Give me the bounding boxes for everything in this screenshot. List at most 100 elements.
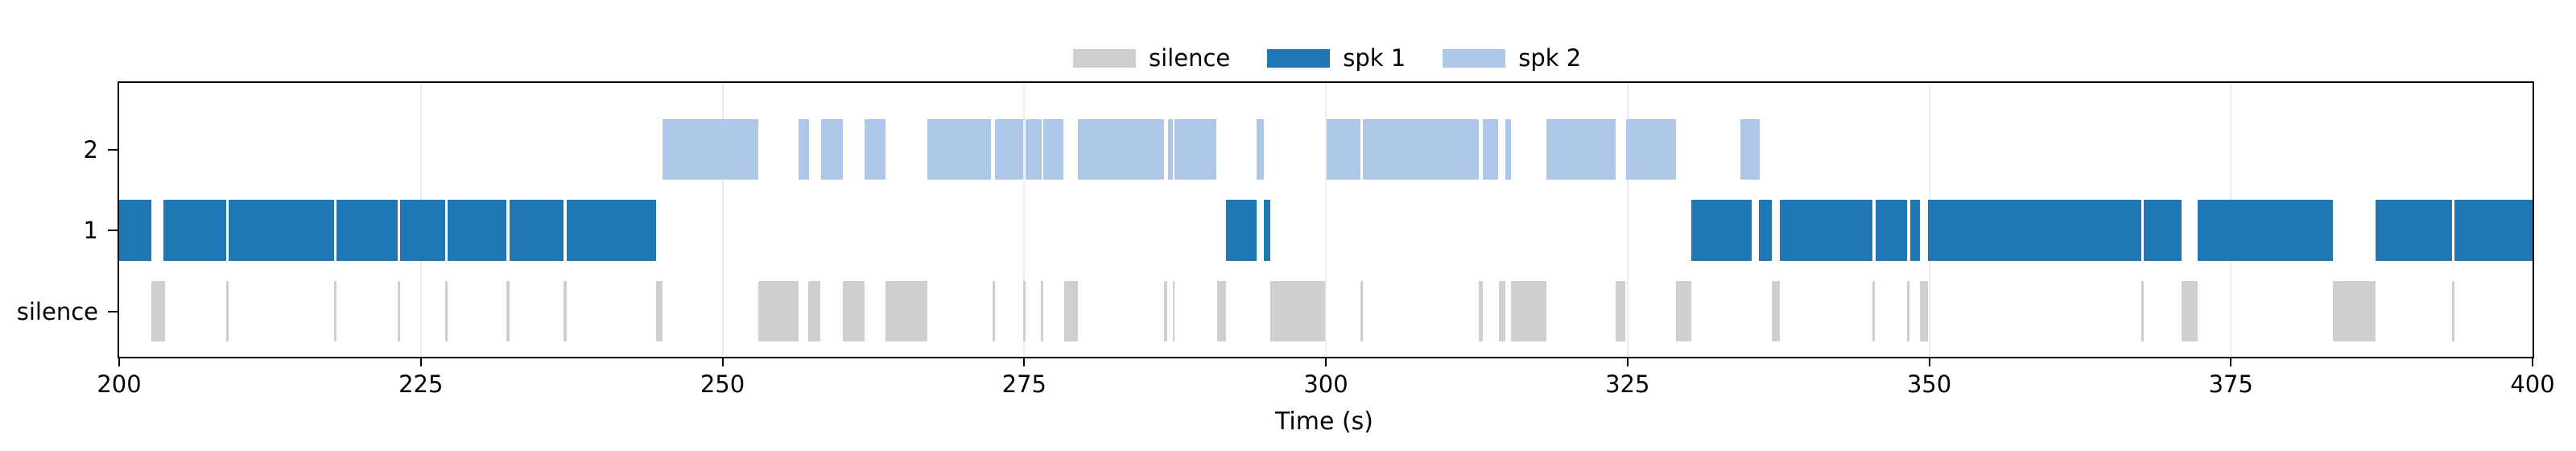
- segment-spk-2: [1077, 119, 1165, 180]
- segment-spk-2: [865, 119, 886, 180]
- segment-silence: [1022, 281, 1026, 341]
- x-tick-label-350: 350: [1906, 370, 1952, 398]
- y-tick-mark-2: [108, 148, 118, 151]
- segment-silence: [1906, 281, 1909, 341]
- segment-silence: [1676, 281, 1692, 341]
- legend-label: spk 2: [1518, 44, 1582, 72]
- segment-silence: [1872, 281, 1876, 341]
- x-tick-label-250: 250: [700, 370, 745, 398]
- segment-silence: [1172, 281, 1174, 341]
- segment-spk-1: [1759, 200, 1772, 261]
- x-tick-mark-300: [1325, 357, 1327, 366]
- segment-silence: [564, 281, 568, 341]
- x-tick-mark-400: [2532, 357, 2533, 366]
- segment-spk-1: [1909, 200, 1920, 261]
- segment-spk-2: [927, 119, 992, 180]
- segment-spk-2: [1327, 119, 1360, 180]
- legend-label: spk 1: [1343, 44, 1406, 72]
- segment-silence: [842, 281, 865, 341]
- x-tick-mark-250: [721, 357, 724, 366]
- segment-spk-1: [119, 200, 151, 261]
- segment-silence: [1615, 281, 1626, 341]
- x-tick-label-200: 200: [97, 370, 142, 398]
- segment-silence: [2332, 281, 2376, 341]
- segment-spk-2: [995, 119, 1023, 180]
- legend-label: silence: [1149, 44, 1231, 72]
- segment-spk-1: [448, 200, 507, 261]
- x-tick-label-225: 225: [398, 370, 444, 398]
- segment-silence: [1360, 281, 1363, 341]
- segment-spk-1: [1780, 200, 1873, 261]
- x-tick-label-400: 400: [2510, 370, 2555, 398]
- segment-silence: [1499, 281, 1505, 341]
- segment-silence: [2452, 281, 2454, 341]
- segment-spk-2: [1025, 119, 1042, 180]
- segment-silence: [1041, 281, 1044, 341]
- x-tick-label-325: 325: [1605, 370, 1650, 398]
- legend-swatch: [1443, 48, 1506, 68]
- segment-silence: [1919, 281, 1928, 341]
- legend: silence spk 1 spk 2: [1073, 44, 1618, 72]
- gridline-250: [721, 83, 724, 357]
- segment-silence: [397, 281, 401, 341]
- segment-spk-2: [1626, 119, 1677, 180]
- legend-item-spk-1: spk 1: [1267, 44, 1406, 72]
- segment-silence: [225, 281, 229, 341]
- gridline-300: [1325, 83, 1327, 357]
- legend-item-silence: silence: [1073, 44, 1231, 72]
- segment-silence: [656, 281, 663, 341]
- y-tick-mark-silence: [108, 310, 118, 312]
- segment-spk-1: [509, 200, 564, 261]
- segment-spk-1: [2376, 200, 2453, 261]
- segment-silence: [1164, 281, 1167, 341]
- segment-spk-2: [1740, 119, 1760, 180]
- x-tick-label-275: 275: [1001, 370, 1046, 398]
- legend-swatch: [1073, 48, 1136, 68]
- x-tick-mark-200: [118, 357, 120, 366]
- segment-spk-1: [336, 200, 398, 261]
- segment-spk-2: [1043, 119, 1063, 180]
- segment-silence: [444, 281, 448, 341]
- segment-silence: [758, 281, 799, 341]
- x-tick-label-375: 375: [2208, 370, 2253, 398]
- segment-spk-1: [1263, 200, 1271, 261]
- gridline-325: [1626, 83, 1629, 357]
- segment-spk-1: [1875, 200, 1907, 261]
- segment-silence: [1479, 281, 1483, 341]
- segment-spk-1: [2198, 200, 2333, 261]
- segment-spk-1: [1928, 200, 2142, 261]
- segment-silence: [506, 281, 510, 341]
- segment-silence: [151, 281, 165, 341]
- segment-silence: [1511, 281, 1546, 341]
- x-tick-mark-275: [1023, 357, 1026, 366]
- segment-spk-2: [1482, 119, 1499, 180]
- segment-silence: [885, 281, 927, 341]
- segment-spk-1: [400, 200, 445, 261]
- y-tick-label-1: 1: [83, 217, 98, 244]
- y-tick-label-2: 2: [83, 135, 98, 163]
- x-tick-mark-325: [1626, 357, 1629, 366]
- segment-spk-1: [163, 200, 226, 261]
- y-tick-label-silence: silence: [16, 297, 98, 325]
- segment-spk-1: [567, 200, 657, 261]
- x-axis-label: Time (s): [1275, 408, 1373, 436]
- segment-spk-2: [798, 119, 809, 180]
- segment-spk-2: [1546, 119, 1616, 180]
- segment-spk-1: [2143, 200, 2182, 261]
- segment-silence: [1217, 281, 1226, 341]
- segment-spk-2: [1362, 119, 1480, 180]
- segment-silence: [1063, 281, 1078, 341]
- x-tick-mark-225: [419, 357, 422, 366]
- segment-silence: [2141, 281, 2144, 341]
- y-tick-mark-1: [108, 230, 118, 231]
- segment-silence: [807, 281, 820, 341]
- segment-spk-2: [1505, 119, 1512, 180]
- segment-silence: [1771, 281, 1781, 341]
- plot-area: [118, 81, 2534, 358]
- segment-silence: [333, 281, 336, 341]
- legend-item-spk-2: spk 2: [1443, 44, 1582, 72]
- segment-spk-1: [1225, 200, 1257, 261]
- legend-swatch: [1267, 48, 1331, 68]
- x-tick-label-300: 300: [1303, 370, 1348, 398]
